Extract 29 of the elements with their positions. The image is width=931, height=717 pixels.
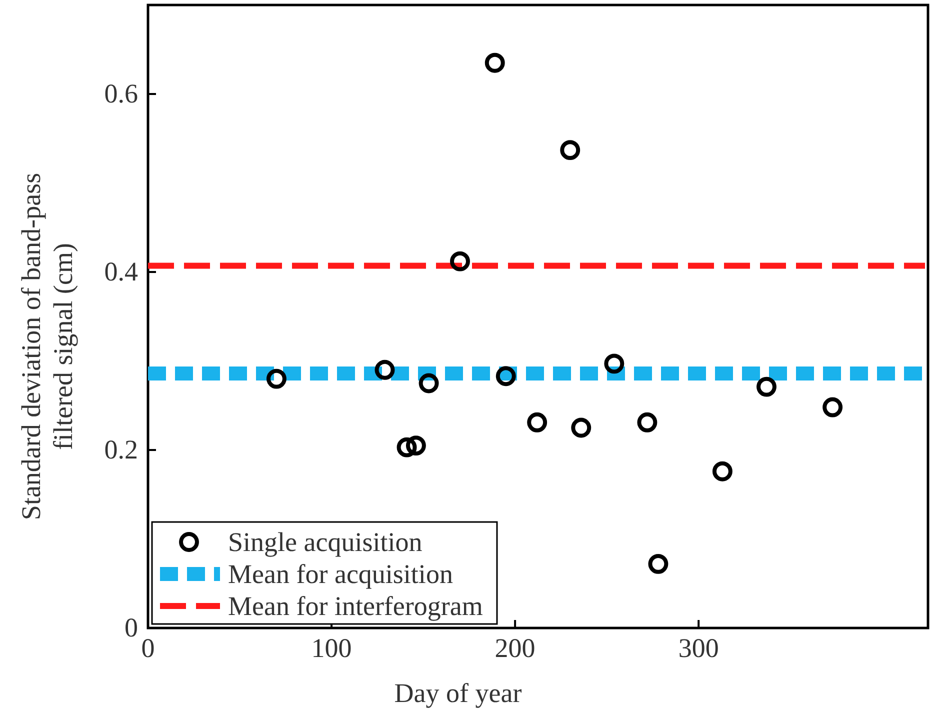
y-axis-title: Standard deviation of band-pass filtered signal (cm) bbox=[16, 172, 78, 520]
point bbox=[527, 412, 548, 432]
point bbox=[560, 140, 580, 160]
point bbox=[571, 418, 592, 438]
y-tick-label: 0.6 bbox=[104, 78, 138, 109]
x-axis-title: Day of year bbox=[394, 678, 522, 708]
legend-label: Single acquisition bbox=[228, 527, 423, 557]
point bbox=[484, 52, 505, 73]
legend-label: Mean for acquisition bbox=[228, 559, 454, 589]
point bbox=[496, 366, 516, 386]
x-tick-label: 100 bbox=[311, 633, 352, 664]
point bbox=[756, 376, 776, 397]
x-tick-label: 300 bbox=[678, 633, 719, 664]
y-tick-label: 0.4 bbox=[104, 256, 138, 287]
point bbox=[396, 437, 417, 458]
point bbox=[822, 397, 843, 418]
y-tick-label: 0 bbox=[124, 612, 138, 643]
point bbox=[648, 554, 668, 574]
point bbox=[406, 436, 426, 456]
point bbox=[450, 251, 470, 272]
point bbox=[637, 412, 658, 432]
point bbox=[374, 360, 395, 380]
y-tick-label: 0.2 bbox=[104, 434, 138, 465]
x-tick-label: 200 bbox=[494, 633, 536, 664]
point bbox=[712, 461, 732, 482]
point bbox=[266, 368, 286, 389]
point bbox=[604, 354, 624, 374]
point bbox=[418, 373, 439, 394]
legend-label: Mean for interferogram bbox=[228, 591, 483, 621]
